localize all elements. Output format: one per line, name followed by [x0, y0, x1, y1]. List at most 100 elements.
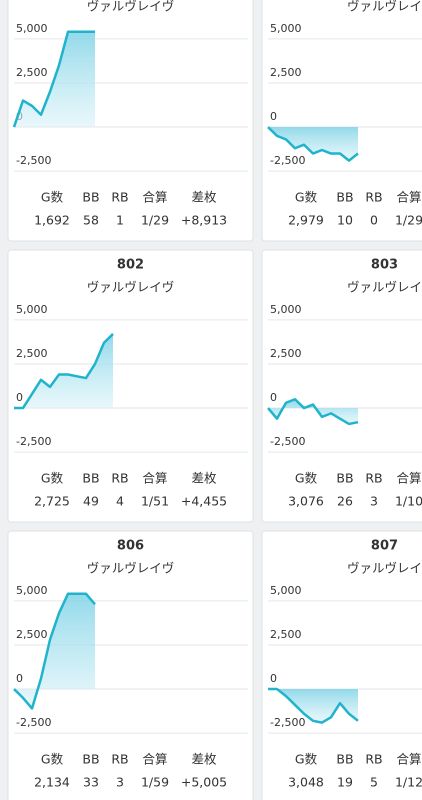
stat-header: G数 — [295, 190, 318, 205]
stat-header: RB — [365, 190, 382, 205]
stat-value: 1,692 — [34, 213, 70, 228]
y-tick-label: 2,500 — [16, 66, 48, 79]
y-tick-label: 0 — [270, 672, 277, 685]
machine-number: 806 — [117, 539, 144, 554]
stat-header: BB — [336, 752, 353, 767]
stat-value: +5,005 — [181, 775, 227, 790]
machine-name: ヴァルヴレイ — [347, 0, 422, 14]
stat-header: 合算 — [396, 752, 421, 767]
stat-value: 1/51 — [141, 494, 169, 509]
machine-number: 803 — [371, 258, 398, 273]
stat-header: BB — [82, 471, 99, 486]
stat-value: 3 — [370, 494, 378, 509]
line — [268, 687, 359, 724]
stat-header: RB — [365, 471, 382, 486]
area — [268, 127, 358, 161]
line — [13, 592, 96, 710]
machine-name: ヴァルヴレイヴ — [87, 0, 175, 14]
stat-header: 差枚 — [191, 752, 217, 767]
machine-name: ヴァルヴレイヴ — [87, 280, 175, 295]
y-tick-label: 0 — [16, 672, 23, 685]
stat-value: 2,979 — [288, 213, 324, 228]
stat-header: RB — [365, 752, 382, 767]
stat-header: G数 — [295, 471, 318, 486]
line — [267, 126, 359, 162]
area — [14, 333, 113, 409]
stat-value: 1/10 — [395, 494, 422, 509]
stat-value: 1/12 — [395, 775, 422, 790]
stat-header: RB — [111, 190, 128, 205]
card — [7, 249, 254, 523]
stat-value: 33 — [83, 775, 99, 790]
y-tick-label: -2,500 — [16, 716, 51, 729]
stat-value: 0 — [370, 213, 378, 228]
stat-header: BB — [336, 190, 353, 205]
stat-value: 19 — [337, 775, 353, 790]
y-tick-label: 0 — [270, 391, 277, 404]
stat-header: BB — [82, 752, 99, 767]
stat-value: 3 — [116, 775, 124, 790]
y-tick-label: -2,500 — [270, 716, 305, 729]
stat-value: 3,076 — [288, 494, 324, 509]
y-tick-label: -2,500 — [16, 435, 51, 448]
area — [268, 689, 358, 723]
stat-value: +4,455 — [181, 494, 227, 509]
y-tick-label: -2,500 — [270, 435, 305, 448]
stat-header: 合算 — [396, 471, 421, 486]
stat-header: G数 — [41, 190, 64, 205]
stat-value: 1 — [116, 213, 124, 228]
stat-header: G数 — [41, 471, 64, 486]
card — [261, 0, 422, 242]
stat-header: BB — [82, 190, 99, 205]
area — [268, 399, 358, 424]
stat-value: 58 — [83, 213, 99, 228]
line — [267, 397, 359, 426]
y-tick-label: 5,000 — [270, 584, 302, 597]
y-tick-label: 5,000 — [16, 22, 48, 35]
area — [14, 593, 95, 709]
stat-header: BB — [336, 471, 353, 486]
stat-value: 2,134 — [34, 775, 70, 790]
y-tick-label: 2,500 — [270, 66, 302, 79]
stat-value: 5 — [370, 775, 378, 790]
stat-value: 1/29 — [141, 213, 169, 228]
stat-header: 合算 — [396, 190, 421, 205]
stat-header: G数 — [295, 752, 318, 767]
y-tick-label: 0 — [16, 391, 23, 404]
stat-header: RB — [111, 752, 128, 767]
machine-number: 802 — [117, 258, 144, 273]
y-tick-label: 2,500 — [270, 347, 302, 360]
stat-value: 1/59 — [141, 775, 169, 790]
y-tick-label: 5,000 — [270, 22, 302, 35]
stat-header: RB — [111, 471, 128, 486]
y-tick-label: 2,500 — [16, 347, 48, 360]
stat-header: 差枚 — [191, 471, 217, 486]
machine-name: ヴァルヴレイヴ — [87, 561, 175, 576]
y-tick-label: 2,500 — [16, 628, 48, 641]
stat-header: 差枚 — [191, 190, 217, 205]
y-tick-label: 2,500 — [270, 628, 302, 641]
stat-value: 2,725 — [34, 494, 70, 509]
stat-value: 1/29 — [395, 213, 422, 228]
y-tick-label: 5,000 — [16, 584, 48, 597]
machine-name: ヴァルヴレイ — [347, 561, 422, 576]
stat-value: 4 — [116, 494, 124, 509]
stat-header: 合算 — [142, 752, 167, 767]
machine-number: 807 — [371, 539, 398, 554]
y-tick-label: 5,000 — [16, 303, 48, 316]
y-tick-label: 0 — [270, 110, 277, 123]
stat-header: 合算 — [142, 471, 167, 486]
stat-value: 49 — [83, 494, 99, 509]
line — [12, 30, 95, 128]
y-tick-label: -2,500 — [270, 154, 305, 167]
line — [14, 333, 114, 410]
machine-name: ヴァルヴレイ — [347, 280, 422, 295]
stat-header: 合算 — [142, 190, 167, 205]
stat-value: 10 — [337, 213, 353, 228]
y-tick-label: 5,000 — [270, 303, 302, 316]
y-tick-label: -2,500 — [16, 154, 51, 167]
stat-header: G数 — [41, 752, 64, 767]
card — [261, 249, 422, 523]
